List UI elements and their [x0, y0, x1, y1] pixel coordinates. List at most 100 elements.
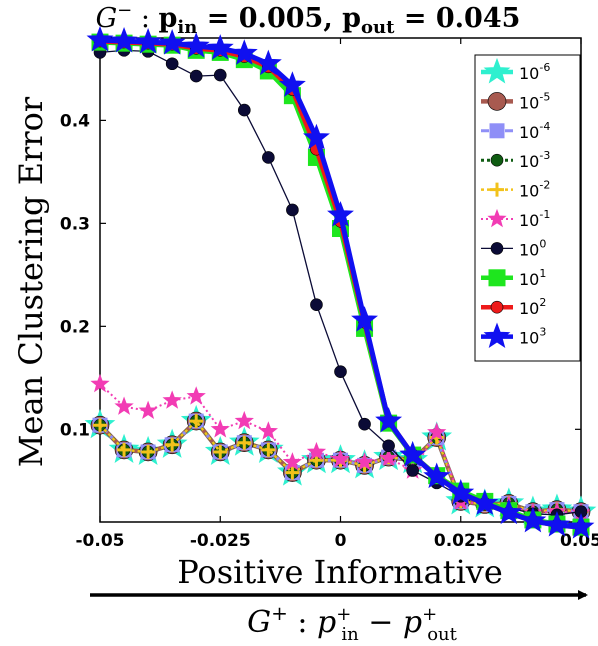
legend-entry: 10-6: [481, 57, 550, 84]
data-point: [327, 200, 354, 227]
data-point: [213, 68, 227, 82]
x-axis-label: Positive Informative: [177, 553, 503, 591]
legend-label: 10-5: [519, 90, 550, 112]
legend-label: 10-3: [519, 149, 550, 171]
data-point: [117, 442, 132, 457]
legend-label: 10-1: [519, 208, 550, 230]
data-point: [375, 406, 403, 433]
data-point: [86, 25, 114, 52]
data-point: [303, 123, 330, 150]
y-tick-label: 0.1: [60, 420, 90, 440]
data-point: [543, 510, 571, 537]
legend-entry: 10-3: [481, 149, 550, 171]
legend-entry: 100: [481, 237, 546, 259]
data-point: [567, 513, 595, 539]
data-point: [114, 396, 134, 415]
legend-entry: 10-5: [481, 90, 550, 112]
legend-label: 101: [519, 267, 546, 289]
data-point: [186, 386, 206, 405]
legend-marker: [489, 123, 505, 139]
data-point: [165, 57, 179, 71]
data-point: [471, 489, 499, 515]
data-point: [134, 27, 162, 54]
legend-entry: 10-2: [481, 179, 550, 201]
data-point: [258, 421, 278, 440]
data-point: [427, 422, 447, 441]
data-point: [210, 419, 230, 438]
legend-marker: [490, 300, 504, 314]
data-point: [310, 298, 323, 312]
legend-marker: [487, 92, 507, 111]
data-point: [213, 444, 228, 459]
x-tick-label: 0.025: [434, 531, 488, 551]
legend-label: 10-2: [519, 179, 550, 201]
data-point: [238, 103, 251, 117]
y-tick-label: 0.3: [60, 214, 90, 234]
legend-marker: [483, 57, 511, 84]
data-point: [406, 464, 419, 477]
x-axis-sublabel: G+ : p+ in − p+ out: [247, 601, 458, 645]
data-point: [158, 29, 186, 55]
data-point: [447, 479, 475, 505]
data-point: [230, 39, 258, 65]
legend-marker: [483, 322, 511, 349]
data-point: [286, 203, 299, 217]
legend-label: 10-4: [519, 120, 550, 142]
legend-marker: [490, 153, 504, 167]
data-point: [182, 32, 210, 58]
data-point: [382, 439, 395, 453]
data-point: [93, 418, 107, 433]
y-tick-label: 0.2: [60, 317, 90, 337]
data-point: [285, 465, 300, 480]
y-axis-label: Mean Clustering Error: [12, 96, 50, 467]
legend-entry: 10-1: [481, 208, 550, 230]
data-point: [358, 417, 371, 431]
data-point: [165, 437, 180, 452]
data-point: [334, 365, 347, 378]
data-point: [162, 390, 182, 409]
legend-label: 102: [519, 296, 546, 318]
legend-label: 103: [519, 326, 546, 348]
legend: 10-6 10-5 10-4 10-3 10-2 10-1 100 101 102 103: [474, 54, 581, 362]
data-point: [110, 26, 138, 53]
data-point: [90, 373, 110, 393]
data-point: [519, 506, 547, 533]
data-point: [423, 462, 451, 489]
legend-label: 10-6: [519, 61, 550, 83]
data-point: [234, 410, 254, 430]
legend-entry: 103: [481, 322, 546, 349]
data-point: [330, 449, 351, 468]
plot-area: -0.05 -0.025 0 0.025 0.050.10.20.30.410-610-…: [60, 25, 598, 551]
data-point: [282, 452, 303, 471]
data-point: [399, 440, 427, 467]
data-point: [378, 448, 399, 467]
data-point: [262, 151, 275, 164]
data-point: [261, 442, 276, 457]
data-point: [354, 452, 375, 471]
data-point: [237, 435, 252, 450]
data-point: [206, 34, 234, 60]
legend-marker: [490, 242, 504, 255]
x-tick-label: 0: [335, 531, 347, 551]
data-point: [495, 498, 523, 525]
data-point: [254, 49, 282, 76]
data-point: [189, 69, 203, 83]
data-point: [306, 441, 327, 461]
legend-entry: 102: [481, 296, 546, 318]
legend-entry: 10-4: [481, 120, 550, 142]
chart-title: G− : pin = 0.005, pout = 0.045: [96, 0, 521, 38]
legend-marker: [488, 269, 506, 287]
legend-marker: [490, 182, 504, 197]
legend-marker: [487, 208, 507, 228]
series-10: [86, 25, 595, 539]
legend-label: 100: [519, 237, 546, 259]
data-point: [189, 414, 204, 429]
data-point: [351, 306, 378, 332]
legend-entry: 101: [481, 267, 546, 289]
data-point: [138, 400, 158, 419]
x-tick-label: -0.025: [190, 531, 251, 551]
x-tick-label: -0.05: [76, 531, 125, 551]
data-point: [278, 71, 306, 97]
data-point: [141, 444, 156, 459]
